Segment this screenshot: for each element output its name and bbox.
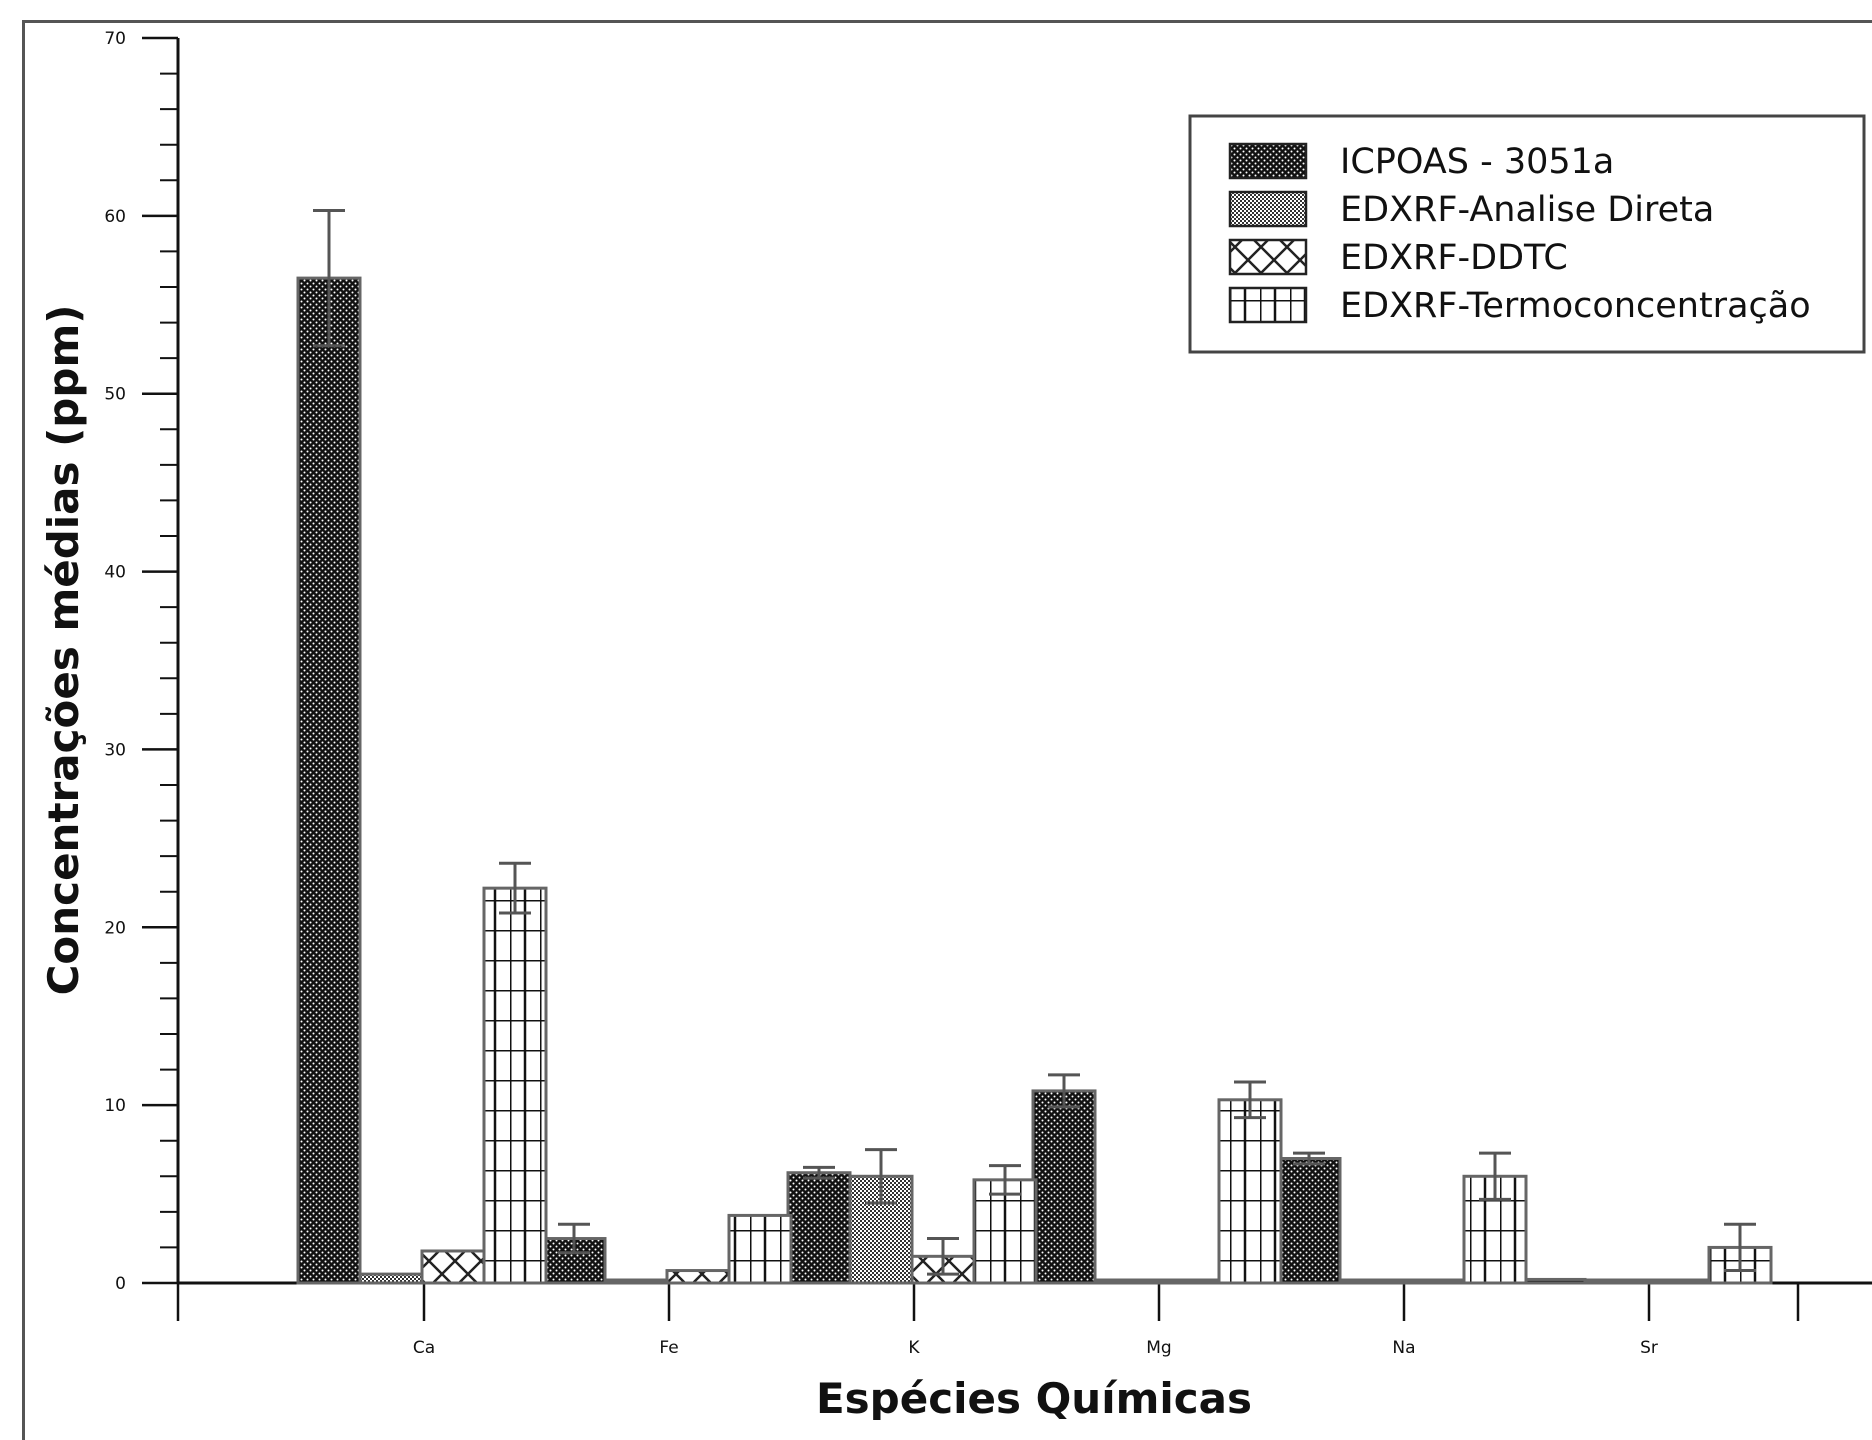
bar — [1217, 1098, 1283, 1285]
legend-swatch — [1228, 238, 1308, 276]
error-bars-group — [313, 209, 1756, 1276]
legend-label: EDXRF-DDTC — [1340, 238, 1568, 278]
y-tick-label: 50 — [104, 385, 126, 405]
bar — [1093, 1278, 1159, 1285]
legend-label: ICPOAS - 3051a — [1340, 142, 1614, 182]
bar — [603, 1278, 669, 1285]
bar — [420, 1249, 486, 1285]
bar — [296, 276, 362, 1285]
bar — [786, 1171, 852, 1285]
y-tick-label: 20 — [104, 918, 126, 938]
legend-swatch — [1228, 142, 1308, 180]
bar — [1031, 1089, 1097, 1285]
y-tick-label: 60 — [104, 207, 126, 227]
x-tick-label: Na — [1392, 1338, 1415, 1358]
x-tick-label: Fe — [659, 1338, 678, 1358]
bars-group — [296, 276, 1773, 1285]
legend-label: EDXRF-Termoconcentração — [1340, 286, 1811, 326]
bar — [1338, 1278, 1404, 1285]
legend-swatch — [1228, 286, 1308, 324]
chart-frame — [22, 20, 1872, 1440]
x-axis-title: Espécies Químicas — [816, 1374, 1252, 1420]
x-tick-label: Sr — [1640, 1338, 1658, 1358]
y-tick-label: 40 — [104, 563, 126, 583]
legend: ICPOAS - 3051a EDXRF-Analise Direta EDXRF-… — [1188, 114, 1866, 354]
x-tick-label: Ca — [413, 1338, 435, 1358]
y-tick-label: 30 — [104, 740, 126, 760]
bar — [358, 1272, 424, 1285]
bar — [1645, 1278, 1711, 1285]
bar — [727, 1213, 793, 1285]
bar — [1583, 1278, 1649, 1285]
bar — [1155, 1278, 1221, 1285]
x-axis: Ca Fe K Mg Na Sr — [176, 1281, 1872, 1358]
bar — [1400, 1278, 1466, 1285]
bar — [972, 1178, 1038, 1285]
y-tick-label: 10 — [104, 1096, 126, 1116]
x-tick-label: Mg — [1146, 1338, 1171, 1358]
y-tick-label: 70 — [104, 29, 126, 49]
y-axis-title: Concentrações médias (ppm) — [39, 305, 88, 996]
bar — [665, 1269, 731, 1285]
legend-swatch — [1228, 190, 1308, 228]
y-axis: 0 10 20 30 40 50 60 70 — [104, 29, 180, 1294]
bar — [1276, 1157, 1342, 1285]
legend-label: EDXRF-Analise Direta — [1340, 190, 1714, 230]
bar — [1521, 1277, 1587, 1285]
y-tick-label: 0 — [115, 1274, 126, 1294]
x-tick-label: K — [908, 1338, 920, 1358]
bar — [482, 886, 548, 1285]
